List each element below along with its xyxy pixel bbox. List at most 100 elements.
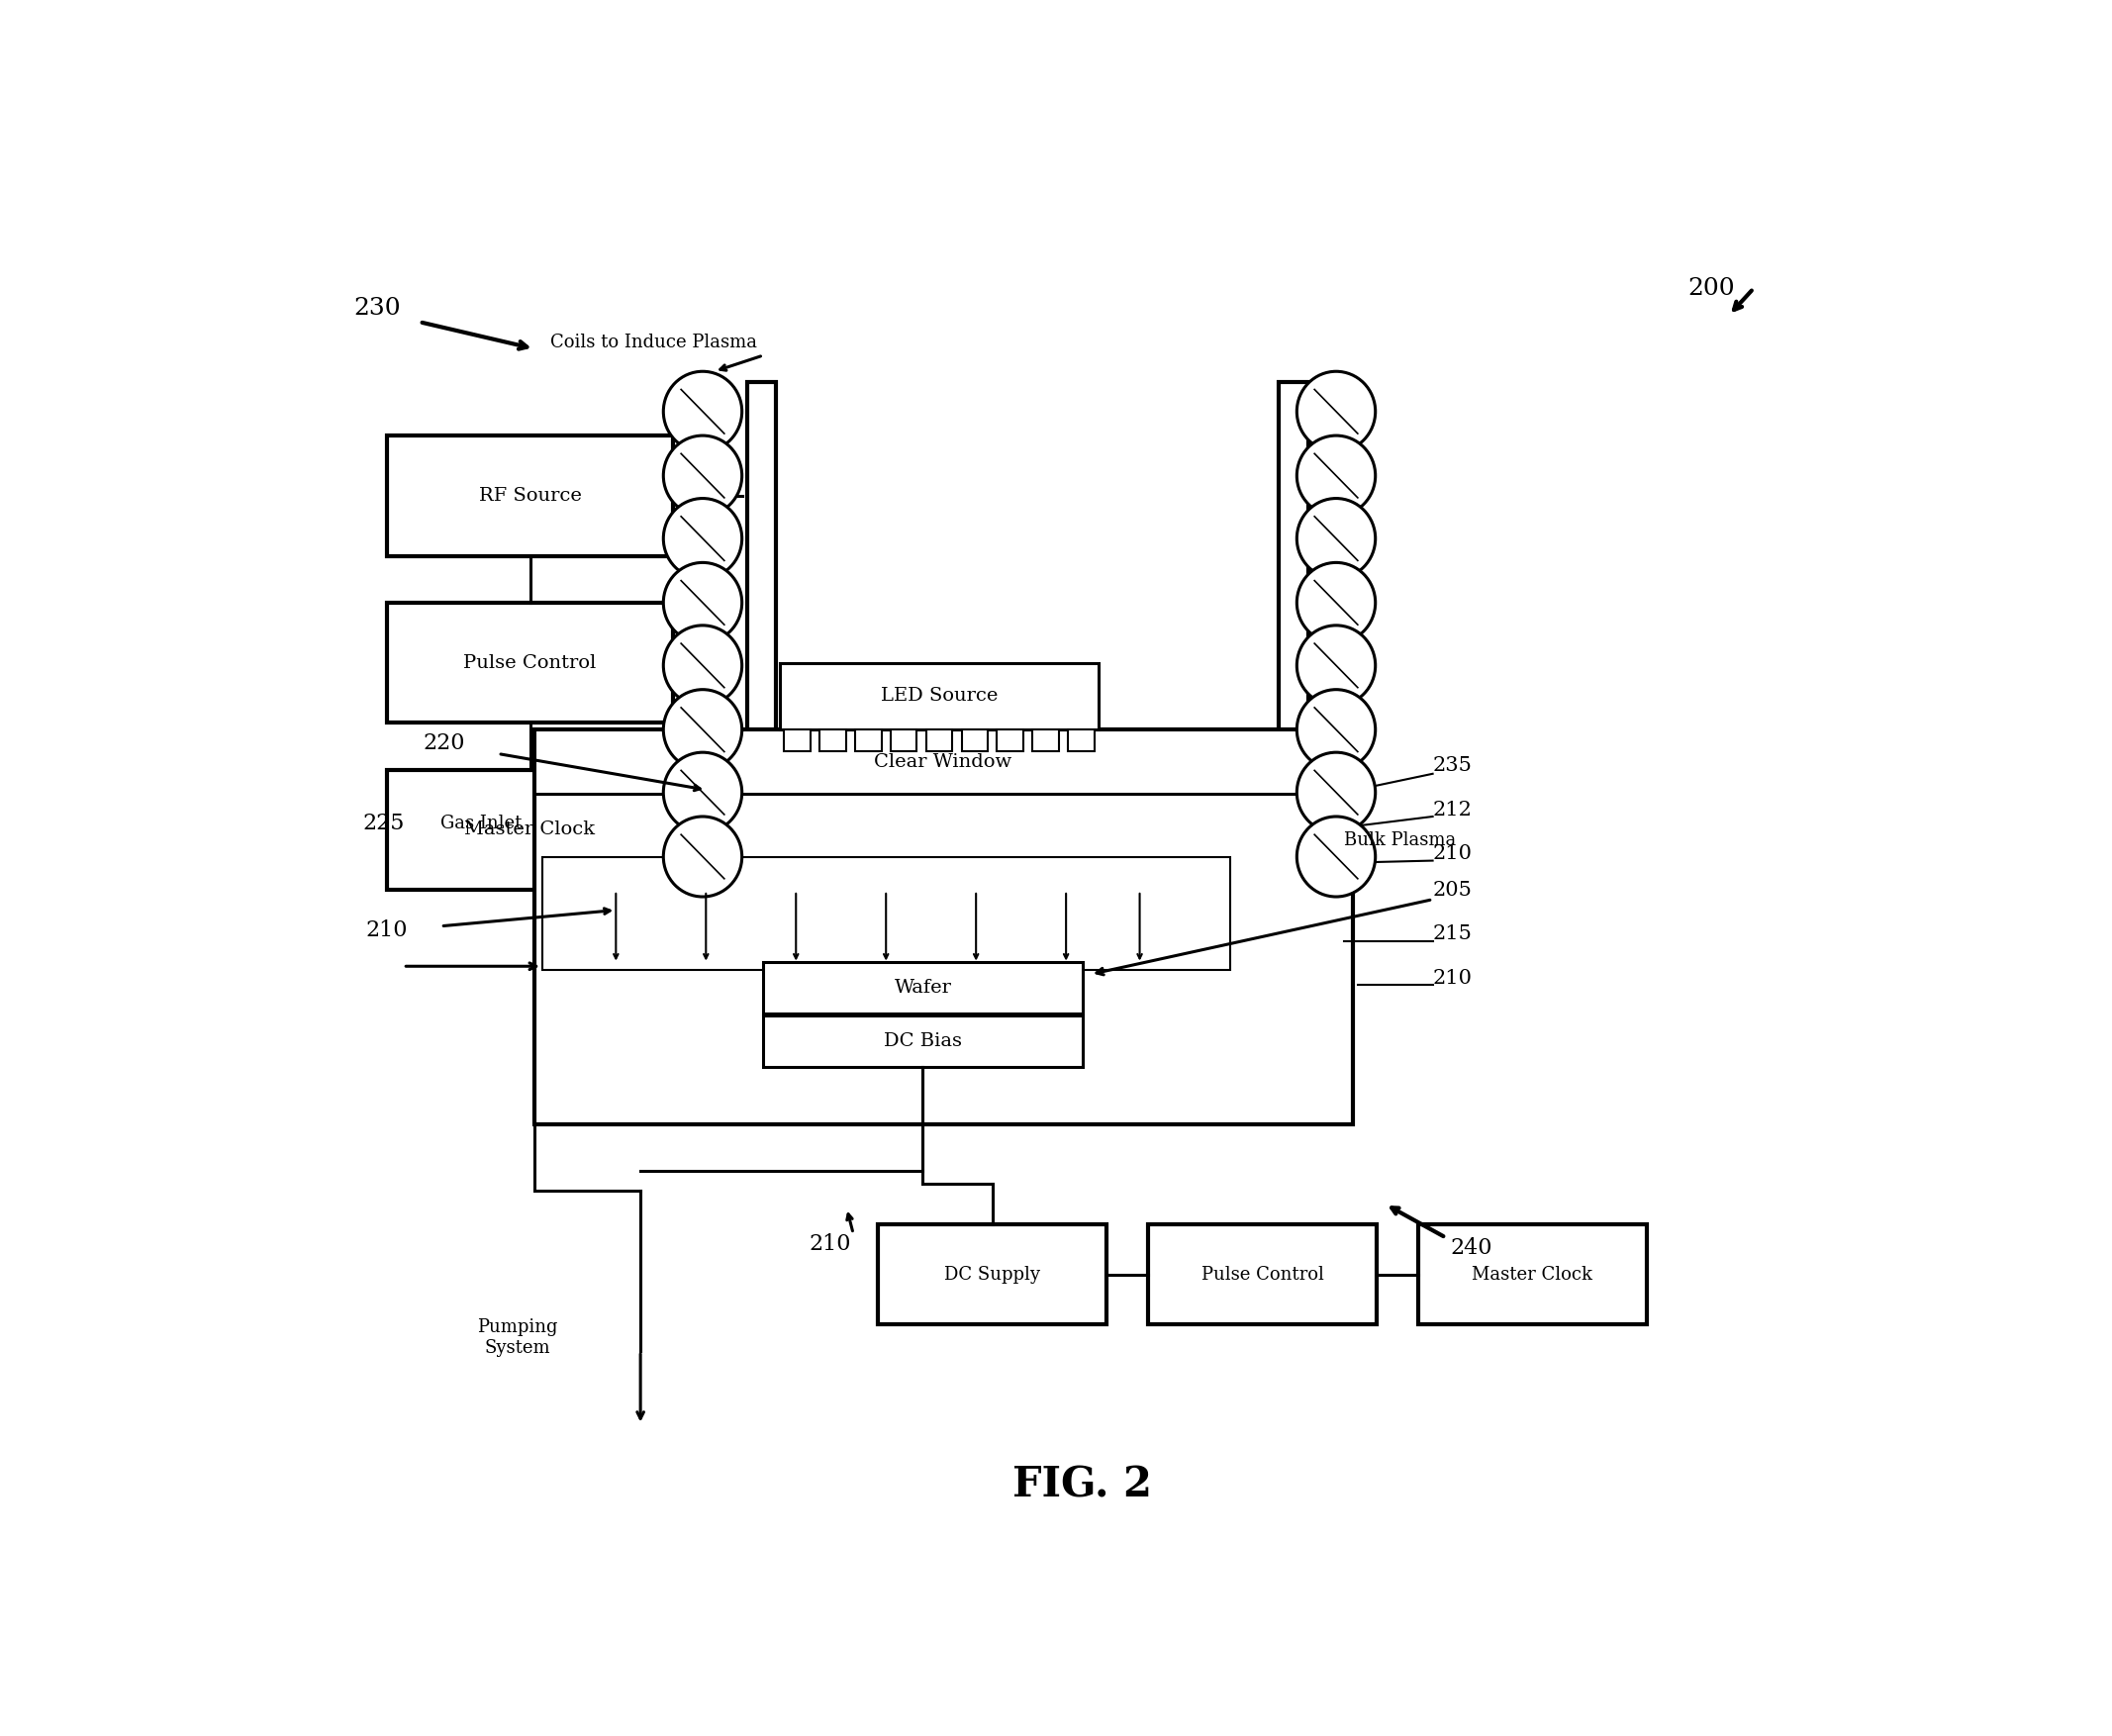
Point: [743, 937, 777, 965]
Point: [870, 946, 904, 974]
Point: [843, 899, 876, 927]
Point: [826, 851, 860, 878]
Point: [1026, 944, 1060, 972]
Point: [819, 936, 853, 963]
Point: [1136, 936, 1170, 963]
Point: [946, 932, 980, 960]
Point: [756, 913, 790, 941]
Point: [722, 877, 756, 904]
Point: [1077, 918, 1111, 946]
Point: [532, 950, 566, 977]
Point: [1202, 911, 1236, 939]
Point: [1172, 946, 1206, 974]
Text: Clear Window: Clear Window: [874, 753, 1012, 771]
Point: [1132, 936, 1166, 963]
Point: [957, 913, 991, 941]
Point: [1172, 849, 1206, 877]
Point: [986, 882, 1020, 910]
Point: [610, 913, 644, 941]
Point: [659, 852, 693, 880]
Point: [883, 906, 917, 934]
Point: [686, 891, 720, 918]
Point: [743, 918, 777, 946]
Point: [800, 929, 834, 957]
Point: [1039, 884, 1073, 911]
Point: [838, 849, 872, 877]
Point: [627, 911, 661, 939]
Point: [900, 927, 934, 955]
Point: [724, 892, 758, 920]
Point: [716, 918, 750, 946]
Point: [773, 948, 807, 976]
Point: [737, 925, 771, 953]
Point: [965, 885, 999, 913]
Point: [712, 887, 746, 915]
Point: [784, 922, 817, 950]
Text: Coils to Induce Plasma: Coils to Induce Plasma: [551, 333, 758, 351]
Point: [1124, 854, 1157, 882]
Point: [1073, 934, 1107, 962]
Point: [1050, 920, 1083, 948]
Point: [743, 920, 777, 948]
Point: [1067, 863, 1100, 891]
Point: [581, 908, 615, 936]
Point: [638, 870, 672, 898]
Point: [1115, 948, 1149, 976]
Point: [741, 851, 775, 878]
Point: [644, 951, 678, 979]
Point: [1185, 878, 1219, 906]
Point: [1195, 884, 1229, 911]
Point: [748, 950, 781, 977]
Point: [1134, 934, 1168, 962]
Point: [1105, 932, 1138, 960]
Point: [1195, 851, 1229, 878]
Point: [927, 863, 961, 891]
Point: [953, 903, 986, 930]
Point: [684, 866, 718, 894]
Point: [701, 891, 735, 918]
Point: [691, 859, 724, 887]
Point: [655, 934, 689, 962]
Point: [598, 866, 631, 894]
Point: [988, 924, 1022, 951]
Point: [1157, 894, 1191, 922]
Point: [988, 943, 1022, 970]
Point: [577, 924, 610, 951]
Point: [1073, 849, 1107, 877]
Point: [1094, 953, 1128, 981]
Point: [925, 901, 959, 929]
Point: [1204, 856, 1238, 884]
Point: [545, 892, 579, 920]
Point: [1170, 894, 1204, 922]
Point: [967, 852, 1001, 880]
Point: [543, 943, 577, 970]
Point: [891, 911, 925, 939]
Point: [938, 953, 972, 981]
Point: [857, 851, 891, 878]
Point: [625, 887, 659, 915]
Point: [817, 936, 851, 963]
Point: [1024, 927, 1058, 955]
Point: [1039, 894, 1073, 922]
Point: [1096, 875, 1130, 903]
Point: [1185, 948, 1219, 976]
Point: [1185, 849, 1219, 877]
Point: [1181, 871, 1214, 899]
Point: [1172, 847, 1206, 875]
Point: [680, 882, 714, 910]
Point: [752, 885, 786, 913]
Point: [534, 937, 568, 965]
Point: [1077, 873, 1111, 901]
Point: [826, 858, 860, 885]
Point: [1157, 943, 1191, 970]
Point: [598, 896, 631, 924]
Point: [754, 849, 788, 877]
Point: [737, 925, 771, 953]
Point: [1159, 951, 1193, 979]
Point: [1128, 861, 1162, 889]
Point: [1018, 937, 1052, 965]
Point: [1073, 849, 1107, 877]
Point: [1056, 939, 1090, 967]
Point: [976, 913, 1010, 941]
Point: [1128, 936, 1162, 963]
